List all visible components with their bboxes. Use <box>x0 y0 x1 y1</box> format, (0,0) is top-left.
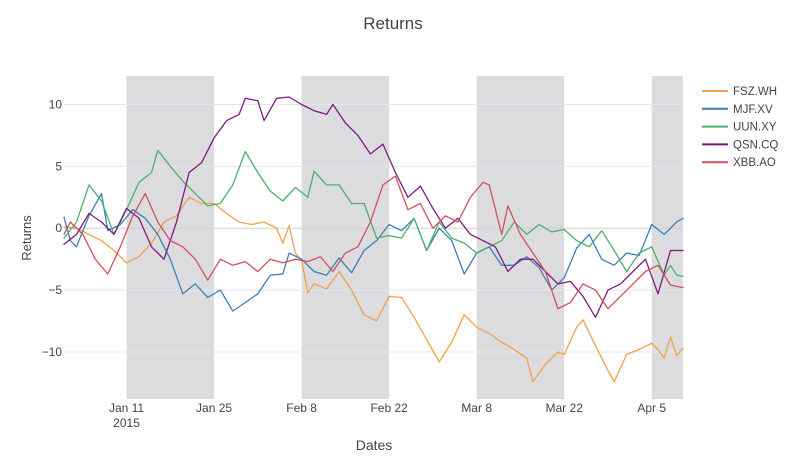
shaded-period-2 <box>301 76 390 399</box>
series-line-fsz-wh[interactable] <box>63 196 684 383</box>
legend-item-uun-xy[interactable]: UUN.XY <box>702 122 777 134</box>
series-line-xbb-ao[interactable] <box>63 175 684 310</box>
y-axis-label: Returns <box>19 215 34 261</box>
shaded-period-1 <box>126 76 215 399</box>
legend-item-fsz-wh[interactable]: FSZ.WH <box>702 86 777 98</box>
x-tick-label: Mar 8 <box>461 401 492 415</box>
y-tick-label: −10 <box>42 345 63 359</box>
legend-label: UUN.XY <box>733 122 777 134</box>
x-tick-sublabel: 2015 <box>113 416 140 430</box>
series-line-uun-xy[interactable] <box>63 149 684 278</box>
shaded-periods <box>126 76 683 399</box>
y-tick-label: −5 <box>48 283 62 297</box>
x-axis-label: Dates <box>356 437 393 453</box>
chart-title: Returns <box>363 14 423 33</box>
x-tick-label: Feb 8 <box>286 401 317 415</box>
shaded-period-4 <box>651 76 683 399</box>
legend-label: XBB.AO <box>733 157 776 169</box>
series-line-mjf-xv[interactable] <box>63 192 684 312</box>
y-tick-label: 5 <box>55 159 62 173</box>
legend-item-mjf-xv[interactable]: MJF.XV <box>702 104 773 116</box>
legend-item-qsn-cq[interactable]: QSN.CQ <box>702 139 778 151</box>
y-tick-label: 0 <box>55 221 62 235</box>
legend-label: FSZ.WH <box>733 86 777 98</box>
x-tick-label: Apr 5 <box>637 401 666 415</box>
series-lines <box>63 96 684 383</box>
x-tick-label: Feb 22 <box>370 401 408 415</box>
x-tick-label: Mar 22 <box>546 401 584 415</box>
y-axis-ticks: 10 5 0 −5 −10 <box>42 97 63 359</box>
x-tick-label: Jan 11 <box>109 401 144 415</box>
legend[interactable]: FSZ.WH MJF.XV UUN.XY QSN.CQ XBB.AO <box>702 86 778 169</box>
shaded-period-3 <box>476 76 565 399</box>
legend-label: MJF.XV <box>733 104 773 116</box>
x-tick-label: Jan 25 <box>196 401 232 415</box>
y-tick-label: 10 <box>49 97 63 111</box>
legend-label: QSN.CQ <box>733 139 778 151</box>
legend-item-xbb-ao[interactable]: XBB.AO <box>702 157 776 169</box>
